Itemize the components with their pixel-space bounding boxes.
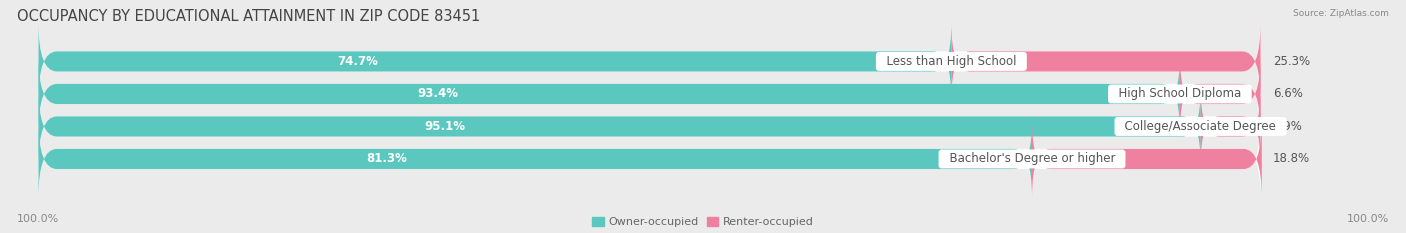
Text: 6.6%: 6.6% bbox=[1272, 87, 1302, 100]
FancyBboxPatch shape bbox=[38, 55, 1261, 133]
Text: 93.4%: 93.4% bbox=[418, 87, 458, 100]
Text: Bachelor's Degree or higher: Bachelor's Degree or higher bbox=[942, 152, 1122, 165]
FancyBboxPatch shape bbox=[952, 23, 1261, 100]
FancyBboxPatch shape bbox=[38, 120, 1261, 198]
Text: College/Associate Degree: College/Associate Degree bbox=[1118, 120, 1284, 133]
Text: Less than High School: Less than High School bbox=[879, 55, 1024, 68]
Text: 95.1%: 95.1% bbox=[425, 120, 465, 133]
FancyBboxPatch shape bbox=[38, 88, 1201, 165]
FancyBboxPatch shape bbox=[1032, 120, 1261, 198]
Text: 100.0%: 100.0% bbox=[17, 214, 59, 224]
FancyBboxPatch shape bbox=[38, 88, 1261, 165]
Text: 25.3%: 25.3% bbox=[1272, 55, 1310, 68]
Text: 81.3%: 81.3% bbox=[366, 152, 406, 165]
FancyBboxPatch shape bbox=[38, 23, 1261, 100]
Text: 74.7%: 74.7% bbox=[337, 55, 378, 68]
Legend: Owner-occupied, Renter-occupied: Owner-occupied, Renter-occupied bbox=[592, 217, 814, 227]
FancyBboxPatch shape bbox=[1201, 88, 1261, 165]
Text: High School Diploma: High School Diploma bbox=[1111, 87, 1249, 100]
FancyBboxPatch shape bbox=[1180, 55, 1261, 133]
FancyBboxPatch shape bbox=[38, 120, 1032, 198]
Text: 4.9%: 4.9% bbox=[1272, 120, 1302, 133]
FancyBboxPatch shape bbox=[38, 23, 952, 100]
Text: 100.0%: 100.0% bbox=[1347, 214, 1389, 224]
Text: 18.8%: 18.8% bbox=[1272, 152, 1310, 165]
FancyBboxPatch shape bbox=[38, 55, 1180, 133]
Text: Source: ZipAtlas.com: Source: ZipAtlas.com bbox=[1294, 9, 1389, 18]
Text: OCCUPANCY BY EDUCATIONAL ATTAINMENT IN ZIP CODE 83451: OCCUPANCY BY EDUCATIONAL ATTAINMENT IN Z… bbox=[17, 9, 479, 24]
